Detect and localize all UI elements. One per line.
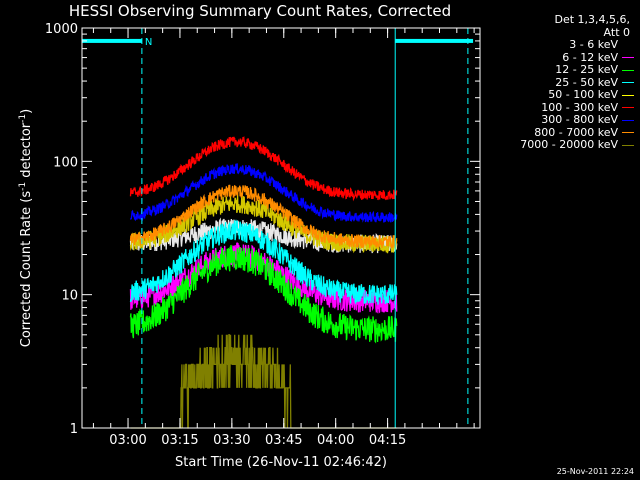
night-marker-label: N (145, 37, 152, 48)
legend-label: 800 - 7000 keV (534, 125, 618, 139)
x-tick-label: 03:00 (109, 433, 146, 448)
legend-swatch (622, 94, 634, 96)
legend-header-detectors: Det 1,3,4,5,6, (554, 13, 630, 26)
legend-entry-2: 12 - 25 keV (486, 63, 634, 77)
marker-layer: N (82, 28, 474, 428)
night-bar-1 (395, 38, 474, 43)
legend-entry-8: 7000 - 20000 keV (486, 138, 634, 152)
legend: Det 1,3,4,5,6, Att 0 3 - 6 keV 6 - 12 keV… (486, 13, 634, 152)
legend-rows: 3 - 6 keV 6 - 12 keV 12 - 25 keV 25 - 50 ke… (486, 38, 634, 152)
series-layer (129, 136, 398, 429)
x-tick-label: 03:15 (161, 433, 198, 448)
legend-swatch (622, 57, 634, 59)
series-line-2 (129, 244, 398, 344)
legend-swatch (622, 107, 634, 109)
legend-label: 50 - 100 keV (548, 88, 618, 101)
legend-swatch (622, 132, 634, 134)
series-line-7 (129, 184, 398, 249)
x-tick-label: 03:45 (265, 433, 302, 448)
legend-entry-1: 6 - 12 keV (486, 50, 634, 65)
series-line-5 (129, 136, 398, 202)
chart-title: HESSI Observing Summary Count Rates, Cor… (68, 2, 452, 20)
plot-datestamp: 25-Nov-2011 22:24 (556, 467, 634, 476)
legend-label: 3 - 6 keV (569, 38, 618, 51)
legend-swatch (622, 119, 634, 121)
legend-label: 12 - 25 keV (555, 63, 618, 76)
legend-label: 7000 - 20000 keV (520, 138, 618, 151)
x-tick-label: 04:15 (369, 433, 406, 448)
legend-label: 6 - 12 keV (562, 50, 618, 64)
legend-label: 300 - 800 keV (541, 113, 618, 126)
night-bar-0 (82, 38, 142, 43)
legend-swatch (622, 144, 634, 146)
y-axis-label: Corrected Count Rate (s-1 detector-1) (18, 109, 34, 347)
plot-frame (81, 27, 481, 429)
legend-header-attenuator: Att 0 (603, 25, 630, 39)
x-axis-label: Start Time (26-Nov-11 02:46:42) (175, 455, 387, 470)
legend-entry-5: 100 - 300 keV (486, 100, 634, 115)
legend-entry-3: 25 - 50 keV (486, 75, 634, 90)
legend-swatch (622, 69, 634, 71)
legend-entry-7: 800 - 7000 keV (486, 125, 634, 140)
series-line-6 (129, 163, 398, 223)
series-line-3 (129, 218, 398, 305)
legend-swatch (622, 82, 634, 84)
legend-entry-6: 300 - 800 keV (486, 113, 634, 127)
series-line-8 (130, 334, 397, 429)
axes-layer: 1 10 100 1000 03:00 03:15 03:30 03:45 04:00 04:15 (45, 22, 480, 448)
x-tick-label: 03:30 (213, 433, 250, 448)
legend-label: 25 - 50 keV (555, 75, 618, 89)
legend-entry-4: 50 - 100 keV (486, 88, 634, 102)
legend-entry-0: 3 - 6 keV (486, 38, 634, 52)
y-tick-label: 100 (53, 155, 78, 170)
y-tick-label: 10 (61, 289, 78, 304)
y-tick-label: 1 (70, 422, 78, 437)
x-tick-label: 04:00 (317, 433, 354, 448)
legend-label: 100 - 300 keV (541, 100, 618, 114)
legend-swatch (622, 44, 634, 46)
y-tick-label: 1000 (45, 22, 78, 37)
